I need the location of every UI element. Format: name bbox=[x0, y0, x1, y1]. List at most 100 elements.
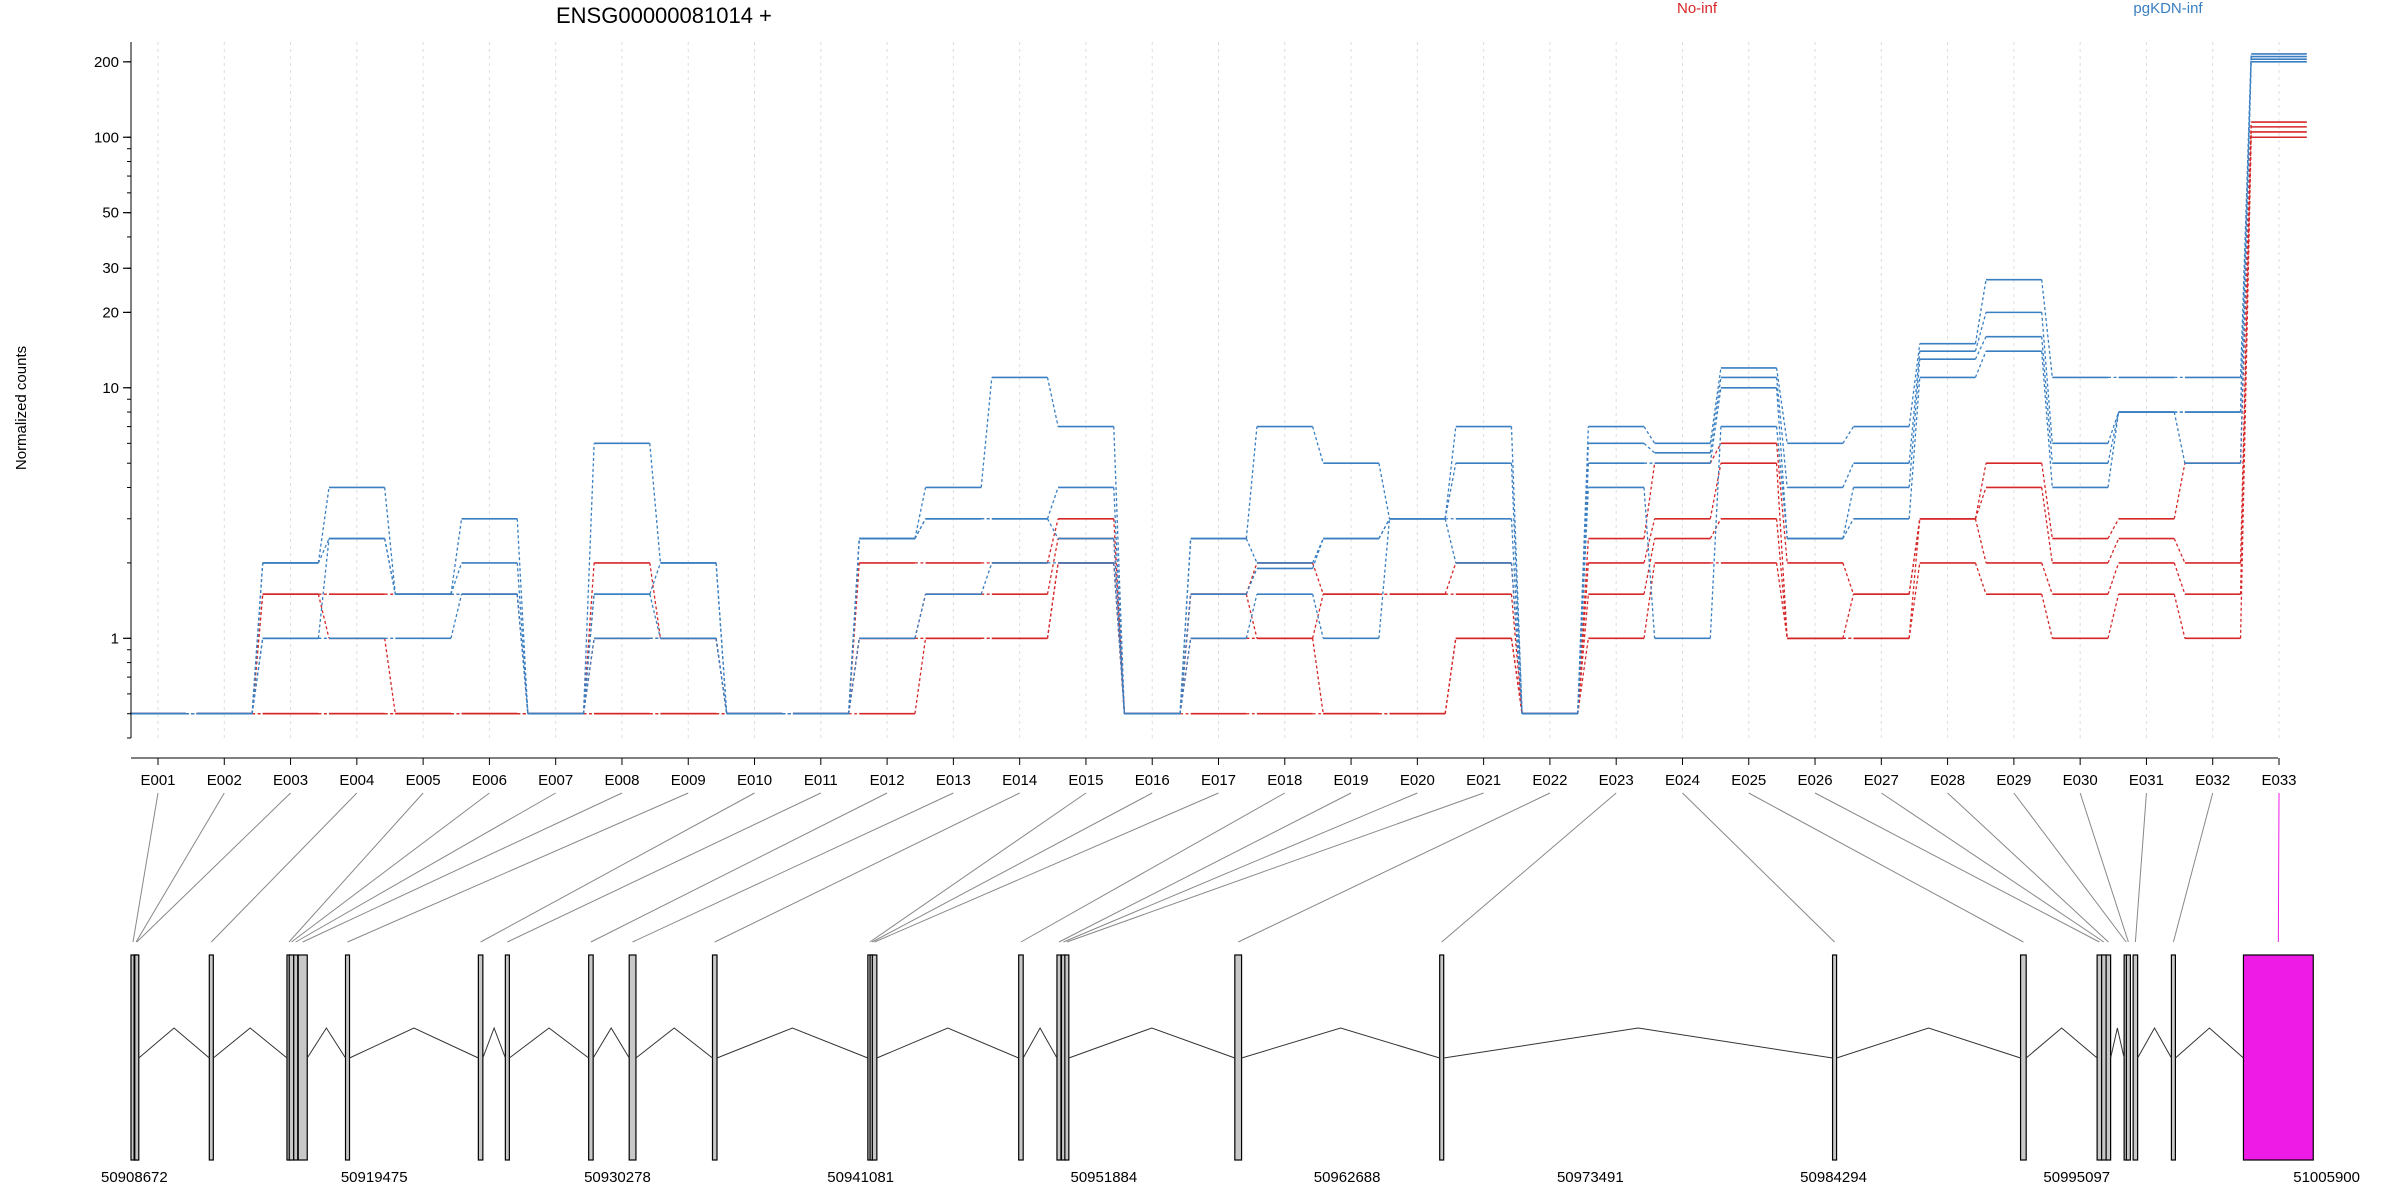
x-tick-label: E004 bbox=[339, 772, 374, 789]
x-tick-label: E023 bbox=[1599, 772, 1634, 789]
intron-line bbox=[509, 1027, 589, 1059]
intron-line bbox=[306, 1027, 346, 1059]
vertical-grid bbox=[157, 42, 2280, 738]
x-tick-label: E029 bbox=[1996, 772, 2031, 789]
genome-tick-label: 50919475 bbox=[341, 1169, 408, 1186]
x-tick-label: E019 bbox=[1334, 772, 1369, 789]
genome-tick-label: 50941081 bbox=[827, 1169, 894, 1186]
exon-connector bbox=[1881, 792, 2105, 943]
x-tick-label: E008 bbox=[604, 772, 639, 789]
exon-box bbox=[1064, 954, 1070, 1161]
exon-connector bbox=[1237, 792, 1551, 943]
intron-line bbox=[592, 1027, 630, 1059]
genome-tick-label: 50962688 bbox=[1314, 1169, 1381, 1186]
genome-tick-label: 50930278 bbox=[584, 1169, 651, 1186]
exon-connector bbox=[869, 792, 1087, 943]
series-connector bbox=[185, 122, 2252, 715]
x-tick-label: E011 bbox=[804, 772, 838, 789]
intron-line bbox=[1022, 1026, 1058, 1059]
gene-model bbox=[130, 954, 2314, 1161]
x-tick-label: E031 bbox=[2129, 772, 2164, 789]
exon-box bbox=[2242, 954, 2314, 1161]
exon-connector bbox=[507, 792, 822, 943]
x-tick-label: E003 bbox=[273, 772, 308, 789]
exon-connector bbox=[210, 792, 358, 943]
exon-connector bbox=[1814, 792, 2100, 943]
x-tick-label: E020 bbox=[1400, 772, 1435, 789]
genome-tick-label: 50908672 bbox=[101, 1169, 168, 1186]
exon-connector bbox=[871, 792, 1153, 943]
intron-line bbox=[2175, 1027, 2244, 1059]
exon-connector bbox=[295, 792, 556, 943]
exon-connector bbox=[2277, 792, 2280, 943]
y-tick-label: 200 bbox=[94, 54, 119, 71]
series-connector bbox=[185, 131, 2252, 715]
genome-tick-label: 50951884 bbox=[1071, 1169, 1138, 1186]
exon-connector bbox=[874, 792, 1219, 943]
x-axis: E001 E002 E003 E004 E005 E006 E007 E008 E009 E010… bbox=[131, 757, 2297, 789]
exon-connector bbox=[302, 792, 623, 943]
x-tick-label: E012 bbox=[870, 772, 905, 789]
x-tick-label: E024 bbox=[1665, 772, 1700, 789]
x-tick-label: E022 bbox=[1532, 772, 1567, 789]
intron-line bbox=[349, 1027, 479, 1059]
exon-connector bbox=[135, 792, 225, 943]
exon-connector bbox=[136, 792, 291, 943]
exon-box bbox=[2019, 954, 2027, 1161]
exon-box bbox=[288, 954, 295, 1161]
exon-box bbox=[2101, 954, 2107, 1161]
exon-connector bbox=[1058, 792, 1352, 943]
y-axis: 1 10 20 30 50 100 200 bbox=[94, 42, 132, 739]
x-tick-label: E013 bbox=[936, 772, 971, 789]
exon-connector bbox=[714, 792, 1020, 943]
exon-connector bbox=[2079, 792, 2129, 943]
exon-box bbox=[208, 954, 214, 1161]
x-tick-label: E009 bbox=[671, 772, 706, 789]
x-tick-label: E014 bbox=[1002, 772, 1037, 789]
x-tick-label: E016 bbox=[1135, 772, 1170, 789]
genome-tick-label: 50995097 bbox=[2043, 1169, 2110, 1186]
intron-line bbox=[1443, 1027, 1833, 1059]
exon-connector bbox=[132, 792, 159, 943]
x-tick-label: E002 bbox=[207, 772, 242, 789]
exon-connector bbox=[347, 792, 689, 943]
x-tick-label: E030 bbox=[2063, 772, 2098, 789]
exon-box bbox=[134, 954, 140, 1161]
intron-line bbox=[1241, 1027, 1440, 1059]
x-tick-label: E005 bbox=[406, 772, 441, 789]
series-connector bbox=[185, 61, 2252, 715]
exon-box bbox=[2170, 954, 2177, 1161]
exon-box bbox=[344, 954, 351, 1161]
y-tick-label: 10 bbox=[102, 380, 119, 397]
exon-connector bbox=[480, 792, 755, 943]
x-tick-label: E007 bbox=[538, 772, 573, 789]
x-tick-label: E026 bbox=[1798, 772, 1833, 789]
legend-label-no-inf: No-inf bbox=[1677, 0, 1718, 17]
intron-line bbox=[212, 1027, 288, 1059]
x-tick-label: E006 bbox=[472, 772, 507, 789]
intron-line bbox=[876, 1027, 1019, 1059]
exon-box bbox=[1056, 954, 1062, 1161]
genome-tick-label: 50973491 bbox=[1557, 1169, 1624, 1186]
exon-connector bbox=[2134, 792, 2147, 943]
exon-connector bbox=[1682, 792, 1835, 943]
exon-box bbox=[2132, 954, 2139, 1161]
exon-box bbox=[293, 954, 299, 1161]
intron-line bbox=[2025, 1027, 2098, 1059]
intron-line bbox=[716, 1027, 869, 1059]
y-tick-label: 50 bbox=[102, 205, 119, 222]
series-group bbox=[130, 53, 2307, 715]
y-tick-label: 20 bbox=[102, 304, 119, 321]
exon-connector bbox=[1441, 792, 1617, 943]
exon-connector bbox=[590, 792, 888, 943]
intron-line bbox=[138, 1027, 210, 1059]
x-tick-label: E015 bbox=[1068, 772, 1103, 789]
plot-area: 1 10 20 30 50 100 200 E001 E002 E003 E004 E005 E006… bbox=[94, 42, 2307, 789]
x-tick-label: E028 bbox=[1930, 772, 1965, 789]
x-tick-label: E032 bbox=[2195, 772, 2230, 789]
exon-connector bbox=[1947, 792, 2109, 943]
legend-label-pgkdn-inf: pgKDN-inf bbox=[2133, 0, 2203, 17]
exon-connector bbox=[1063, 792, 1418, 943]
y-axis-label: Normalized counts bbox=[13, 346, 30, 470]
